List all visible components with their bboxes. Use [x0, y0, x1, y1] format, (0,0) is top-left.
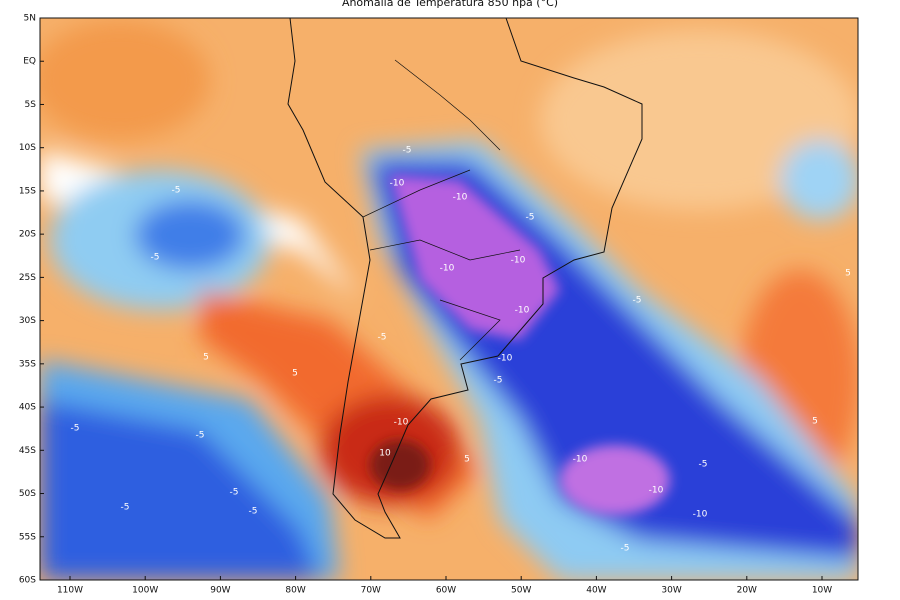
lon-label: 110W: [57, 586, 83, 596]
lat-label: 30S: [19, 316, 36, 326]
lat-label: 50S: [19, 489, 36, 499]
lon-label: 30W: [661, 586, 681, 596]
contour-label: -10: [693, 510, 708, 520]
lon-label: 10W: [812, 586, 832, 596]
contour-label: -10: [649, 486, 664, 496]
contour-label: -10: [573, 455, 588, 465]
contour-label: -5: [633, 296, 642, 306]
contour-label: -5: [230, 488, 239, 498]
lat-label: 15S: [19, 186, 36, 196]
lon-label: 40W: [586, 586, 606, 596]
coastline: [287, 17, 643, 539]
lat-label: 10S: [19, 143, 36, 153]
contour-label: 5: [845, 269, 851, 279]
lat-label: 55S: [19, 532, 36, 542]
lat-label: 45S: [19, 446, 36, 456]
contour-label: -5: [196, 431, 205, 441]
lat-label: 5N: [24, 14, 36, 24]
contour-label: 5: [464, 455, 470, 465]
contour-label: -5: [526, 213, 535, 223]
contour-label: -5: [621, 544, 630, 554]
lon-label: 50W: [511, 586, 531, 596]
contour-label: 5: [292, 369, 298, 379]
plot-frame: [39, 17, 859, 581]
contour-label: -5: [494, 376, 503, 386]
contour-label: -10: [453, 193, 468, 203]
lat-label: EQ: [23, 57, 36, 67]
lat-label: 5S: [25, 100, 37, 110]
contour-label: 5: [203, 353, 209, 363]
lat-label: 20S: [19, 230, 36, 240]
lon-label: 100W: [132, 586, 158, 596]
lat-label: 60S: [19, 575, 36, 585]
map-title: Anomalia de Temperatura 850 hpa (°C): [342, 0, 558, 9]
lon-label: 80W: [285, 586, 305, 596]
lon-label: 70W: [361, 586, 381, 596]
contour-label: -10: [511, 256, 526, 266]
contour-label: -5: [121, 503, 130, 513]
contour-label: -10: [394, 418, 409, 428]
contour-label: -5: [151, 253, 160, 263]
contour-label: -5: [71, 424, 80, 434]
contour-label: -10: [390, 179, 405, 189]
contour-label: -5: [249, 507, 258, 517]
contour-label: -5: [172, 186, 181, 196]
contour-label: 5: [812, 417, 818, 427]
contour-label: -5: [699, 460, 708, 470]
lat-label: 40S: [19, 403, 36, 413]
contour-label: -5: [403, 146, 412, 156]
contour-label: -10: [498, 354, 513, 364]
lat-label: 25S: [19, 273, 36, 283]
borders: [362, 59, 521, 361]
contour-label: -10: [515, 306, 530, 316]
contour-label: -5: [378, 333, 387, 343]
lon-label: 60W: [436, 586, 456, 596]
contour-label: 10: [379, 449, 391, 459]
lon-label: 90W: [210, 586, 230, 596]
lat-label: 35S: [19, 359, 36, 369]
anomaly-field: [40, 18, 858, 580]
contour-label: -10: [440, 264, 455, 274]
lon-label: 20W: [737, 586, 757, 596]
